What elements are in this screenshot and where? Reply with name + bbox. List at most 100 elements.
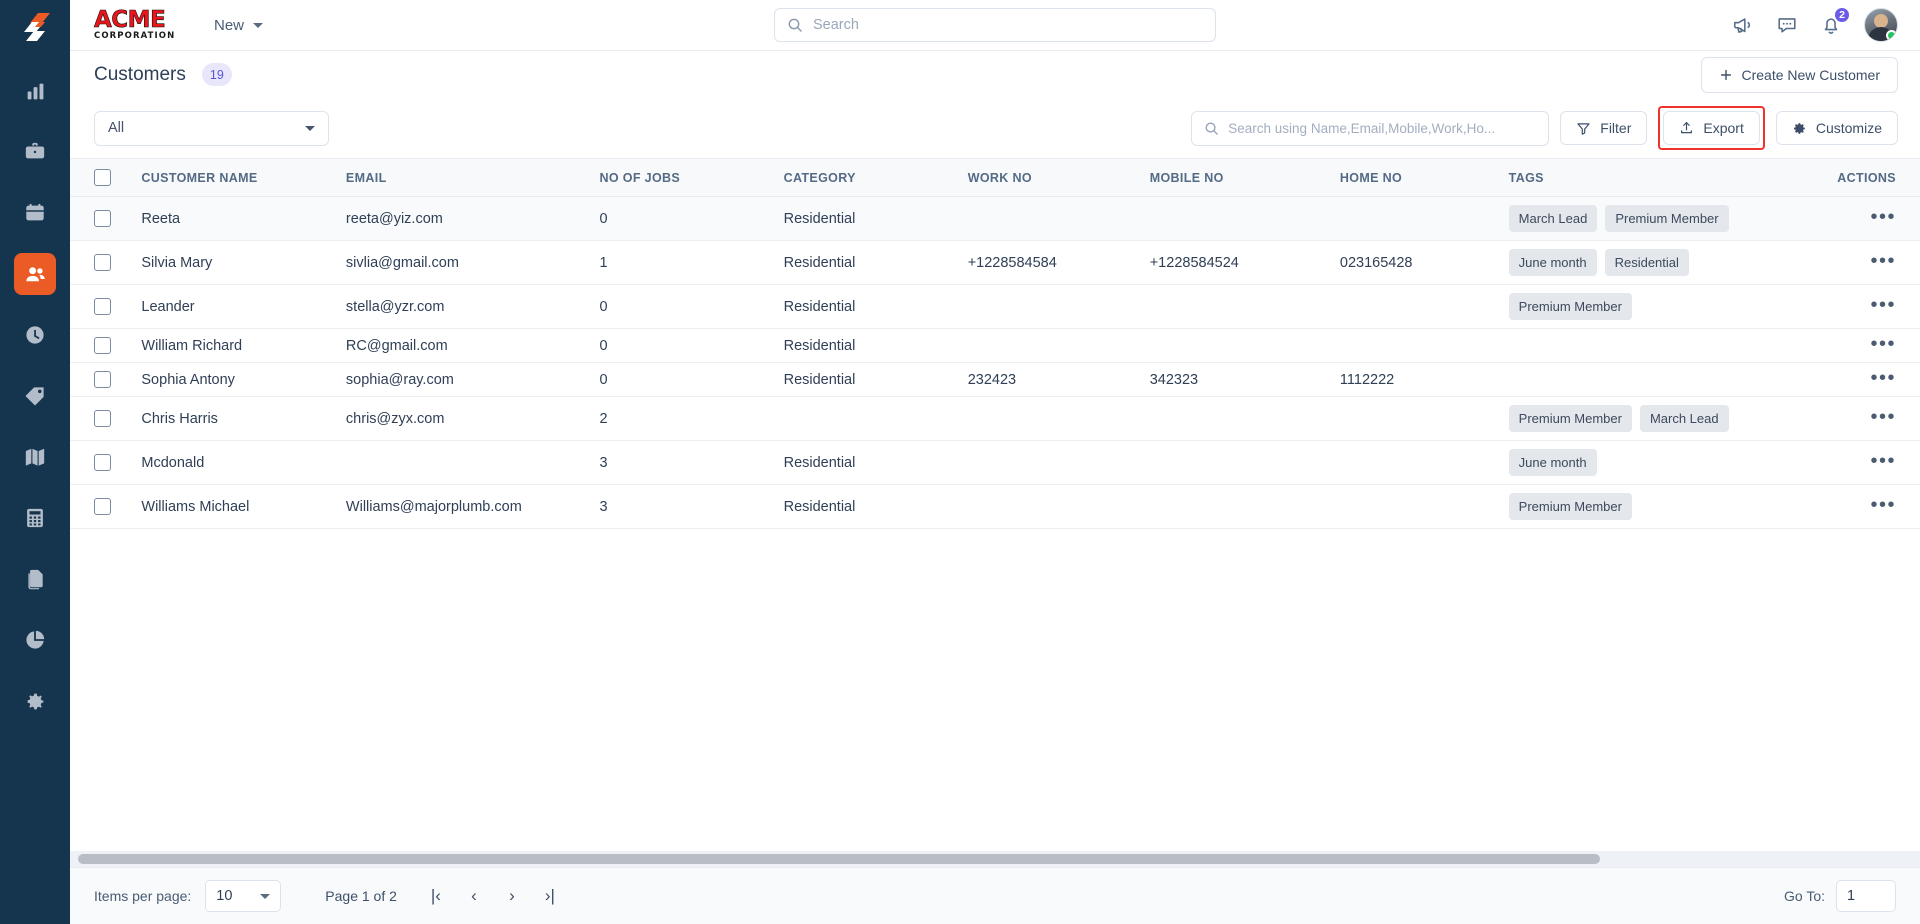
sidebar-logo[interactable] <box>0 0 70 56</box>
column-header-work-no[interactable]: WORK NO <box>959 158 1142 197</box>
page-header: Customers 19 Create New Customer <box>70 51 1920 98</box>
cell-no-of-jobs: 1 <box>591 240 776 285</box>
cell-tags: Premium Member <box>1500 484 1798 529</box>
column-header-email[interactable]: EMAIL <box>337 158 592 197</box>
filter-button[interactable]: Filter <box>1560 111 1648 145</box>
last-page-button[interactable]: ›| <box>535 881 565 911</box>
column-header-category[interactable]: CATEGORY <box>775 158 960 197</box>
column-header-customer-name[interactable]: CUSTOMER NAME <box>133 158 338 197</box>
tag-list: June month <box>1508 449 1790 476</box>
sidebar-item-timesheets[interactable] <box>14 314 56 356</box>
table-row[interactable]: Silvia Mary sivlia@gmail.com 1 Residential +… <box>70 240 1920 285</box>
row-checkbox[interactable] <box>94 254 111 271</box>
tag-list: Premium Member March Lead <box>1508 405 1790 432</box>
first-page-button[interactable]: |‹ <box>421 881 451 911</box>
cell-work-no: 232423 <box>959 362 1142 397</box>
table-search[interactable] <box>1191 110 1550 146</box>
table-row[interactable]: Mcdonald 3 Residential June month ••• <box>70 440 1920 485</box>
tag-chip[interactable]: Premium Member <box>1605 205 1729 232</box>
tag-chip[interactable]: Premium Member <box>1508 293 1632 320</box>
top-bar-actions: 2 <box>1732 6 1898 42</box>
row-checkbox[interactable] <box>94 454 111 471</box>
sidebar-item-documents[interactable] <box>14 558 56 600</box>
tag-chip[interactable]: Premium Member <box>1508 493 1632 520</box>
items-per-page-select[interactable]: 10 <box>205 880 282 912</box>
sidebar-item-settings[interactable] <box>14 680 56 722</box>
row-checkbox[interactable] <box>94 337 111 354</box>
cell-category: Residential <box>775 484 960 529</box>
messages-button[interactable] <box>1776 14 1798 36</box>
sidebar-item-estimates[interactable] <box>14 497 56 539</box>
row-actions-menu-button[interactable]: ••• <box>1870 366 1896 389</box>
tag-chip[interactable]: Premium Member <box>1508 405 1632 432</box>
goto-page-input[interactable] <box>1836 880 1896 912</box>
table-search-input[interactable] <box>1228 120 1537 136</box>
sidebar-item-pricing[interactable] <box>14 375 56 417</box>
cell-work-no <box>959 284 1142 329</box>
global-search[interactable] <box>774 8 1216 42</box>
cell-actions: ••• <box>1797 484 1920 529</box>
row-checkbox[interactable] <box>94 371 111 388</box>
cell-email: reeta@yiz.com <box>337 196 592 241</box>
cell-home-no <box>1331 328 1501 363</box>
row-actions-menu-button[interactable]: ••• <box>1870 493 1896 516</box>
next-page-button[interactable]: › <box>497 881 527 911</box>
table-row[interactable]: Leander stella@yzr.com 0 Residential Premium… <box>70 284 1920 329</box>
top-bar: ACME CORPORATION New <box>70 0 1920 51</box>
new-menu-button[interactable]: New <box>214 17 264 34</box>
previous-page-button[interactable]: ‹ <box>459 881 489 911</box>
cell-actions: ••• <box>1797 362 1920 397</box>
row-checkbox[interactable] <box>94 498 111 515</box>
column-header-tags[interactable]: TAGS <box>1500 158 1798 197</box>
column-header-no-of-jobs[interactable]: NO OF JOBS <box>591 158 776 197</box>
plus-icon <box>1720 69 1731 80</box>
table-row[interactable]: Reeta reeta@yiz.com 0 Residential March Lead… <box>70 196 1920 241</box>
sidebar-item-map[interactable] <box>14 436 56 478</box>
select-all-checkbox[interactable] <box>94 169 111 186</box>
row-actions-menu-button[interactable]: ••• <box>1870 405 1896 428</box>
sidebar-item-reports[interactable] <box>14 619 56 661</box>
export-button[interactable]: Export <box>1663 111 1760 145</box>
create-new-customer-button[interactable]: Create New Customer <box>1700 56 1898 93</box>
sidebar-item-jobs[interactable] <box>14 131 56 173</box>
row-checkbox[interactable] <box>94 210 111 227</box>
gear-icon <box>1793 122 1805 134</box>
row-actions-menu-button[interactable]: ••• <box>1870 293 1896 316</box>
row-actions-menu-button[interactable]: ••• <box>1870 249 1896 272</box>
horizontal-scrollbar[interactable] <box>70 851 1920 867</box>
notifications-button[interactable]: 2 <box>1820 6 1851 36</box>
customize-button[interactable]: Customize <box>1775 111 1898 145</box>
avatar[interactable] <box>1864 8 1898 42</box>
row-actions-menu-button[interactable]: ••• <box>1870 449 1896 472</box>
brand-logo[interactable]: ACME CORPORATION <box>94 8 180 41</box>
page-title: Customers <box>94 63 186 85</box>
cell-home-no <box>1331 196 1501 241</box>
horizontal-scrollbar-thumb[interactable] <box>78 854 1601 864</box>
column-header-mobile-no[interactable]: MOBILE NO <box>1141 158 1332 197</box>
category-filter-value: All <box>108 120 125 136</box>
lightning-logo-icon <box>24 13 50 41</box>
cell-email: chris@zyx.com <box>337 396 592 441</box>
table-scroll-region[interactable]: CUSTOMER NAME EMAIL NO OF JOBS CATEGORY … <box>70 158 1920 851</box>
tag-chip[interactable]: Residential <box>1604 249 1689 276</box>
table-row[interactable]: Chris Harris chris@zyx.com 2 Premium Member… <box>70 396 1920 441</box>
sidebar-item-schedule[interactable] <box>14 192 56 234</box>
sidebar-item-customers[interactable] <box>14 253 56 295</box>
row-actions-menu-button[interactable]: ••• <box>1870 205 1896 228</box>
tag-chip[interactable]: March Lead <box>1508 205 1598 232</box>
row-checkbox[interactable] <box>94 298 111 315</box>
row-actions-menu-button[interactable]: ••• <box>1870 332 1896 355</box>
table-row[interactable]: Williams Michael Williams@majorplumb.com 3… <box>70 484 1920 529</box>
cell-actions: ••• <box>1797 396 1920 441</box>
column-header-home-no[interactable]: HOME NO <box>1331 158 1501 197</box>
category-filter-select[interactable]: All <box>94 110 329 146</box>
tag-chip[interactable]: March Lead <box>1639 405 1729 432</box>
sidebar-item-dashboard[interactable] <box>14 70 56 112</box>
announcement-button[interactable] <box>1732 14 1754 36</box>
row-checkbox[interactable] <box>94 410 111 427</box>
global-search-input[interactable] <box>813 17 1203 33</box>
tag-chip[interactable]: June month <box>1508 449 1597 476</box>
tag-chip[interactable]: June month <box>1508 249 1597 276</box>
table-row[interactable]: Sophia Antony sophia@ray.com 0 Residential 2… <box>70 362 1920 397</box>
table-row[interactable]: William Richard RC@gmail.com 0 Residential •… <box>70 328 1920 363</box>
